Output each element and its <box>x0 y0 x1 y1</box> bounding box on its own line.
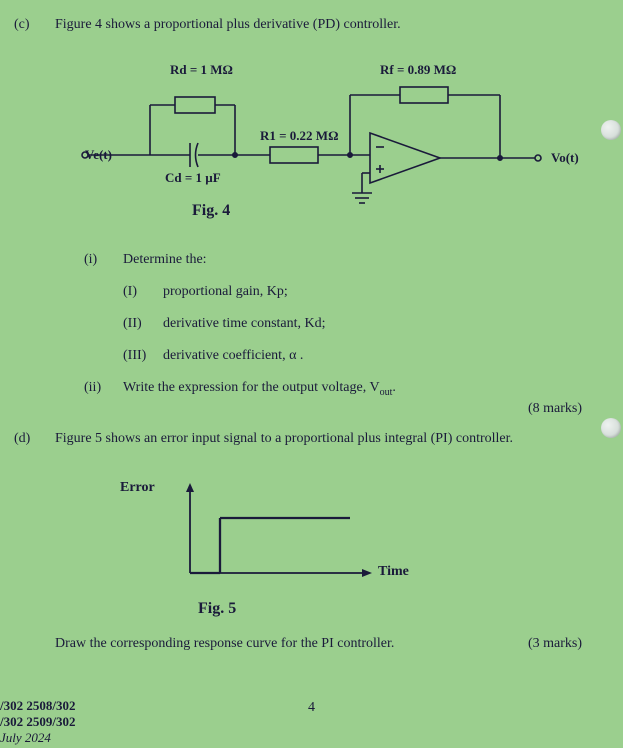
footer-page: 4 <box>308 700 315 716</box>
fig4-caption: Fig. 4 <box>192 202 230 220</box>
fig5-ylabel: Error <box>120 480 155 496</box>
footer-code1: /302 2508/302 <box>0 698 75 714</box>
label-r1: R1 = 0.22 MΩ <box>260 128 338 144</box>
c-i-text: Determine the: <box>123 252 207 268</box>
footer-date: July 2024 <box>0 730 51 746</box>
c-i-label: (i) <box>84 252 97 268</box>
fig5-caption: Fig. 5 <box>198 600 236 618</box>
label-rf: Rf = 0.89 MΩ <box>380 62 456 78</box>
hole-punch-top <box>601 120 621 140</box>
c-ii-text-b: . <box>392 380 396 395</box>
hole-punch-bottom <box>601 418 621 438</box>
d-task: Draw the corresponding response curve fo… <box>55 636 394 652</box>
part-d-text: Figure 5 shows an error input signal to … <box>55 431 585 447</box>
label-cd: Cd = 1 µF <box>165 170 221 186</box>
c-i-II-label: (II) <box>123 316 142 332</box>
c-i-I-text: proportional gain, Kp; <box>163 284 288 300</box>
c-marks: (8 marks) <box>528 401 582 417</box>
c-ii-text: Write the expression for the output volt… <box>123 380 396 398</box>
d-marks: (3 marks) <box>528 636 582 652</box>
label-rd: Rd = 1 MΩ <box>170 62 233 78</box>
c-ii-label: (ii) <box>84 380 101 396</box>
c-ii-text-a: Write the expression for the output volt… <box>123 380 380 395</box>
footer-code2: /302 2509/302 <box>0 714 75 730</box>
part-c-label: (c) <box>14 17 30 33</box>
part-c-text: Figure 4 shows a proportional plus deriv… <box>55 17 401 33</box>
c-i-III-label: (III) <box>123 348 146 364</box>
part-d-label: (d) <box>14 431 30 447</box>
fig5-graph <box>150 478 410 598</box>
label-vo: Vo(t) <box>551 150 579 166</box>
c-i-II-text: derivative time constant, Kd; <box>163 316 326 332</box>
c-ii-text-sub: out <box>380 387 393 398</box>
fig5-xlabel: Time <box>378 564 409 580</box>
c-i-III-text: derivative coefficient, α . <box>163 348 303 364</box>
label-ve: Ve(t) <box>85 147 112 163</box>
c-i-I-label: (I) <box>123 284 137 300</box>
